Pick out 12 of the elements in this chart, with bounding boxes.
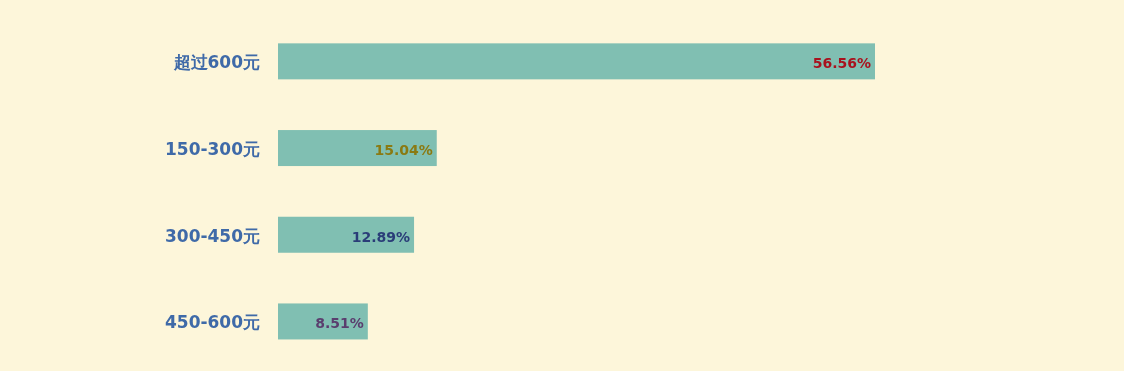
bar: [278, 216, 415, 253]
data-label: 56.56%: [812, 55, 871, 72]
y-tick-label: 超过600元: [172, 52, 260, 73]
y-tick-label: 300-450元: [164, 225, 260, 246]
data-label: 12.89%: [351, 228, 411, 245]
y-tick-label: 450-600元: [164, 312, 260, 333]
data-label: 15.04%: [374, 142, 433, 159]
data-label: 8.51%: [315, 315, 364, 332]
bar: [278, 303, 368, 340]
bar: [278, 130, 437, 167]
bar: [278, 43, 875, 80]
y-tick-label: 150-300元: [164, 139, 260, 160]
